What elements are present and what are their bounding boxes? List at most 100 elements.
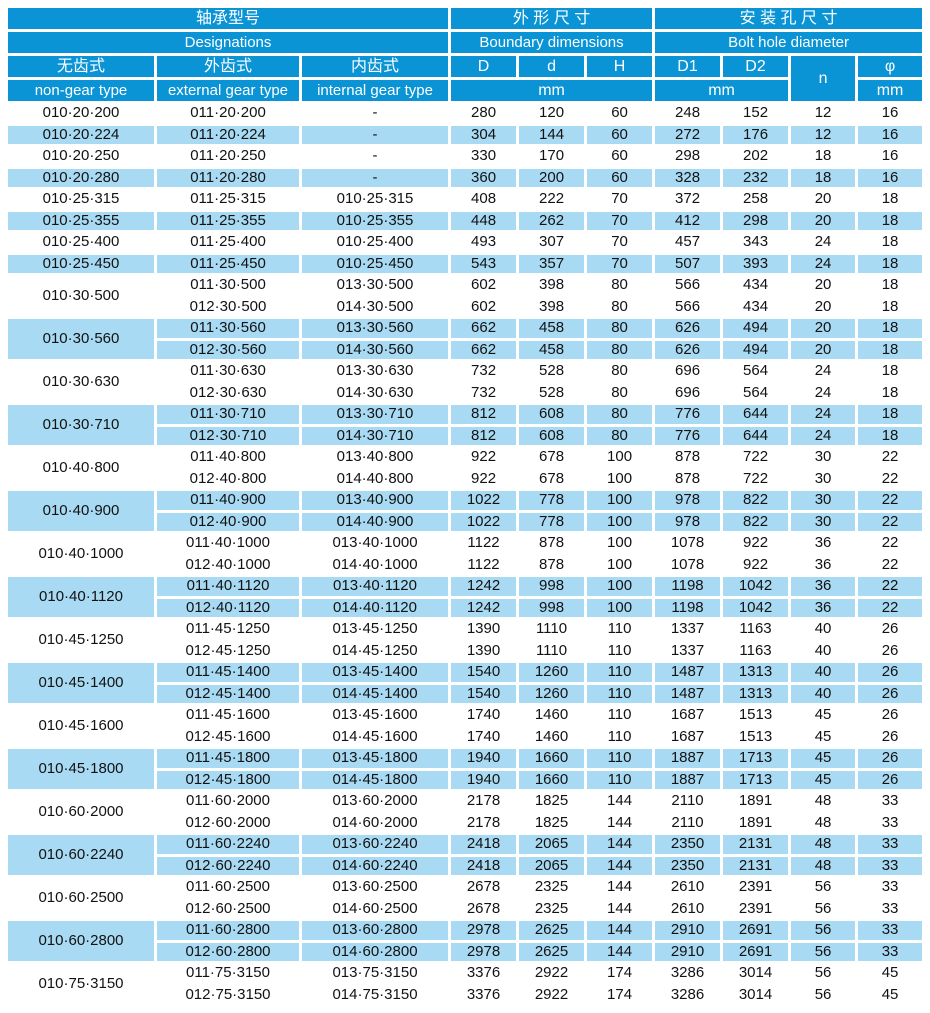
cell-D2: 494 [723,340,789,359]
cell-d: 2325 [519,899,585,918]
cell-D1: 1887 [655,770,721,789]
cell-non-gear-type: 010·20·280 [8,168,154,187]
cell-D: 280 [451,104,517,123]
table-row: 012·60·2800 014·60·2800 2978 2625 144 2910 269… [8,942,923,961]
cell-internal-gear-type: 013·75·3150 [302,964,449,983]
table-row: 010·30·710 011·30·710 013·30·710 812 608 80 77… [8,405,923,445]
cell-D2: 822 [723,491,789,510]
cell-n: 48 [791,813,856,832]
cell-D2: 434 [723,276,789,295]
cell-H: 70 [587,190,653,209]
cell-D1: 566 [655,276,721,295]
cell-external-gear-type: 012·30·560 [157,340,299,359]
cell-non-gear-type: 010·75·3150 [8,964,154,1004]
cell-D2: 1513 [723,706,789,725]
cell-n: 56 [791,878,856,897]
cell-external-gear-type: 011·40·1000 [157,534,299,553]
header-bolt-hole-zh: 安 装 孔 尺 寸 [655,8,923,29]
cell-H: 100 [587,555,653,574]
cell-D: 662 [451,319,517,338]
header-col-D1: D1 [655,56,721,77]
header-bolt-hole-en: Bolt hole diameter [655,32,923,53]
cell-phi: 26 [858,684,923,703]
table-row: 012·40·1120 014·40·1120 1242 998 100 1198 1042… [8,598,923,617]
cell-D: 922 [451,469,517,488]
header-col-D: D [451,56,517,77]
cell-d: 1825 [519,792,585,811]
cell-D: 662 [451,340,517,359]
table-row: 010·40·1000 011·40·1000 013·40·1000 1122 878… [8,534,923,574]
cell-D1: 412 [655,211,721,230]
cell-D2: 564 [723,383,789,402]
cell-external-gear-type: 011·25·315 [157,190,299,209]
cell-H: 110 [587,620,653,639]
cell-internal-gear-type: 014·30·630 [302,383,449,402]
header-non-gear-en: non-gear type [8,80,154,101]
cell-d: 1260 [519,663,585,682]
cell-n: 20 [791,276,856,295]
cell-d: 2325 [519,878,585,897]
cell-D2: 644 [723,426,789,445]
cell-D2: 644 [723,405,789,424]
header-non-gear-zh: 无齿式 [8,56,154,77]
cell-H: 80 [587,383,653,402]
cell-n: 24 [791,233,856,252]
cell-phi: 22 [858,469,923,488]
cell-d: 1260 [519,684,585,703]
table-row: 010·60·2800 011·60·2800 013·60·2800 2978 262… [8,921,923,961]
cell-D2: 822 [723,512,789,531]
table-row: 012·40·900 014·40·900 1022 778 100 978 822 30 22 [8,512,923,531]
cell-D: 1022 [451,491,517,510]
cell-internal-gear-type: 010·25·450 [302,254,449,273]
cell-phi: 16 [858,125,923,144]
cell-H: 80 [587,297,653,316]
cell-phi: 33 [858,899,923,918]
cell-n: 45 [791,706,856,725]
cell-n: 24 [791,426,856,445]
table-row: 012·30·710 014·30·710 812 608 80 776 644 24 18 [8,426,923,445]
cell-d: 608 [519,426,585,445]
cell-D2: 2131 [723,835,789,854]
cell-phi: 18 [858,405,923,424]
cell-D1: 3286 [655,985,721,1004]
cell-n: 48 [791,835,856,854]
cell-D1: 3286 [655,964,721,983]
cell-D1: 2350 [655,856,721,875]
cell-H: 144 [587,835,653,854]
cell-n: 20 [791,297,856,316]
cell-D2: 232 [723,168,789,187]
cell-external-gear-type: 012·45·1400 [157,684,299,703]
cell-d: 398 [519,297,585,316]
cell-n: 12 [791,125,856,144]
cell-D: 2178 [451,792,517,811]
cell-d: 357 [519,254,585,273]
cell-phi: 33 [858,813,923,832]
cell-H: 100 [587,491,653,510]
cell-n: 24 [791,383,856,402]
cell-D2: 922 [723,555,789,574]
cell-internal-gear-type: 013·60·2240 [302,835,449,854]
header-col-d: d [519,56,585,77]
cell-n: 36 [791,534,856,553]
cell-D1: 2350 [655,835,721,854]
cell-internal-gear-type: 014·40·1000 [302,555,449,574]
cell-phi: 33 [858,792,923,811]
cell-d: 998 [519,598,585,617]
cell-D: 1740 [451,727,517,746]
cell-internal-gear-type: 013·45·1250 [302,620,449,639]
table-row: 010·20·250 011·20·250-330 170 60 298 202 18 16 [8,147,923,166]
cell-H: 110 [587,727,653,746]
cell-H: 144 [587,878,653,897]
cell-internal-gear-type: 013·40·1120 [302,577,449,596]
cell-D1: 626 [655,319,721,338]
cell-phi: 18 [858,383,923,402]
cell-D2: 1313 [723,684,789,703]
cell-n: 56 [791,921,856,940]
header-external-gear-zh: 外齿式 [157,56,299,77]
cell-phi: 22 [858,577,923,596]
cell-D: 1122 [451,534,517,553]
cell-external-gear-type: 011·20·280 [157,168,299,187]
cell-internal-gear-type: 014·45·1600 [302,727,449,746]
table-row: 012·60·2500 014·60·2500 2678 2325 144 2610 239… [8,899,923,918]
cell-d: 2065 [519,835,585,854]
